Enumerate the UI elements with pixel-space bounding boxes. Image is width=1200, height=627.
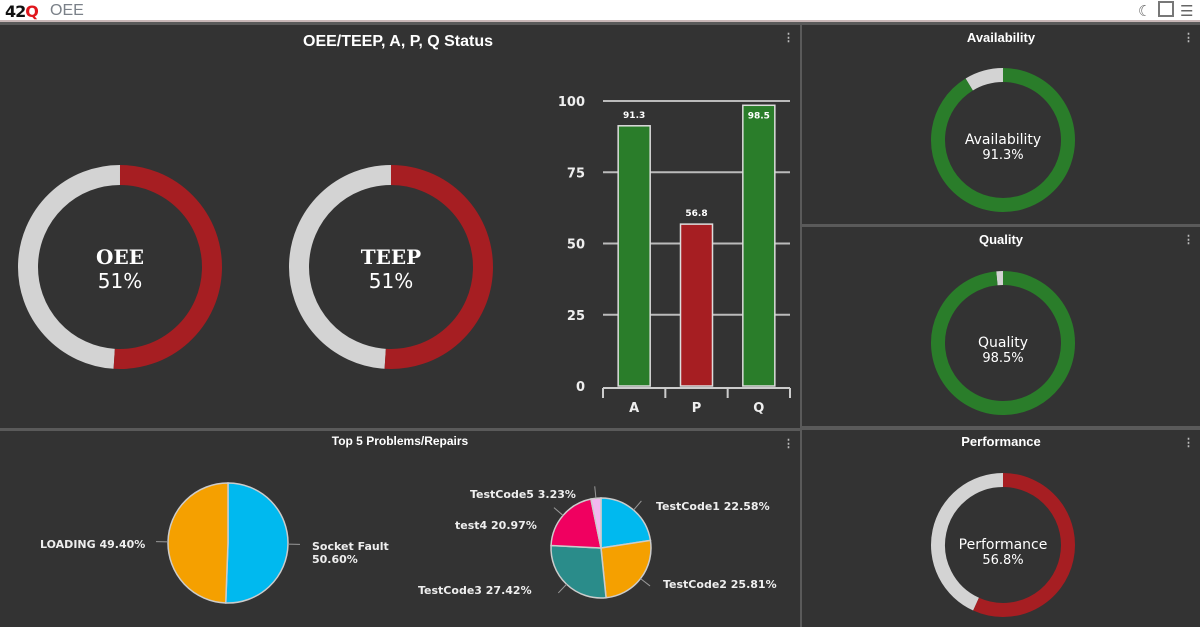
- teep-gauge-remainder-arc: [289, 165, 392, 369]
- panel-title: OEE/TEEP, A, P, Q Status: [303, 33, 493, 50]
- pie1-label-socket-fault: Socket Fault 50.60%: [312, 540, 389, 566]
- x-tick-label: Q: [753, 401, 764, 416]
- pie2-label-testcode3: TestCode3 27.42%: [418, 584, 532, 597]
- pie2-label-test4: test4 20.97%: [455, 519, 537, 532]
- bar-P: [679, 223, 714, 387]
- availability-gauge-value-arc: [931, 68, 1075, 212]
- quality-gauge-label: Quality 98.5%: [933, 335, 1073, 366]
- panel-title: Availability: [966, 30, 1036, 45]
- panel-menu-icon[interactable]: ⋮: [1183, 234, 1194, 246]
- performance-gauge-remainder-arc: [931, 473, 1004, 611]
- availability-gauge-label: Availability 91.3%: [933, 132, 1073, 163]
- panel-title: Quality: [978, 232, 1024, 247]
- pie2-slice-test4: [550, 498, 602, 549]
- availability-label: Availability: [964, 132, 1042, 148]
- quality-label: Quality: [977, 335, 1029, 351]
- oee-gauge-remainder-arc: [18, 165, 121, 369]
- pie1-label-loading: LOADING 49.40%: [40, 538, 146, 551]
- app-title: OEE: [50, 2, 84, 19]
- pie2-label-testcode1: TestCode1 22.58%: [656, 500, 770, 513]
- oee-label: OEE: [96, 245, 144, 269]
- pie2-label-testcode2: TestCode2 25.81%: [663, 578, 777, 591]
- panel-menu-icon[interactable]: ⋮: [1183, 32, 1194, 44]
- y-tick-label: 0: [576, 380, 585, 395]
- oee-gauge-label: OEE 51%: [50, 245, 190, 293]
- teep-gauge-value-arc: [384, 165, 493, 369]
- y-tick-label: 75: [567, 166, 585, 181]
- y-tick-label: 25: [567, 309, 585, 324]
- pie2-leader-line: [553, 507, 564, 516]
- pie2-slice-testcode3: [550, 544, 607, 599]
- oee-value: 51%: [97, 269, 143, 293]
- problems-panel: Top 5 Problems/Repairs ⋮: [0, 431, 800, 627]
- quality-value: 98.5%: [982, 351, 1024, 366]
- moon-icon[interactable]: ☾: [1138, 3, 1152, 20]
- pie2-leader-line: [557, 583, 567, 594]
- panel-menu-icon[interactable]: ⋮: [783, 32, 794, 44]
- teep-label: TEEP: [360, 245, 422, 269]
- pie2-leader-line: [640, 578, 651, 587]
- pie2-leader-line: [594, 486, 597, 499]
- data-label-Q: 98.5: [748, 111, 770, 121]
- performance-gauge-value-arc: [973, 473, 1075, 617]
- performance-label: Performance: [958, 537, 1048, 553]
- bar-A: [617, 125, 651, 387]
- panel-menu-icon[interactable]: ⋮: [1183, 437, 1194, 449]
- performance-gauge-label: Performance 56.8%: [933, 537, 1073, 568]
- performance-value: 56.8%: [982, 553, 1024, 568]
- pie1-slice-socket-fault: [224, 482, 289, 604]
- pie2-leader-line: [633, 500, 642, 511]
- availability-value: 91.3%: [982, 148, 1024, 163]
- x-tick-label: P: [692, 401, 702, 416]
- oee-gauge-value-arc: [113, 165, 222, 369]
- pie2-label-testcode5: TestCode5 3.23%: [470, 488, 576, 501]
- bar-Q: [742, 104, 776, 387]
- logo: 42Q: [5, 2, 39, 21]
- teep-gauge-label: TEEP 51%: [321, 245, 461, 293]
- teep-value: 51%: [368, 269, 414, 293]
- y-tick-label: 100: [558, 95, 585, 110]
- x-tick-label: A: [629, 401, 639, 416]
- fullscreen-icon[interactable]: [1158, 1, 1174, 17]
- menu-icon[interactable]: ☰: [1180, 3, 1194, 20]
- panel-menu-icon[interactable]: ⋮: [783, 438, 794, 450]
- pie2-slice-testcode5: [590, 497, 602, 549]
- pie2-slice-testcode2: [600, 539, 652, 599]
- performance-panel: Performance ⋮: [802, 430, 1200, 627]
- top-bar: 42Q OEE ☾ ☰: [0, 0, 1200, 22]
- panel-title: Performance: [961, 434, 1041, 449]
- availability-gauge-remainder-arc: [965, 68, 1004, 91]
- pie2-slice-testcode1: [600, 497, 652, 549]
- y-tick-label: 50: [567, 238, 585, 253]
- data-label-P: 56.8: [685, 209, 707, 219]
- availability-panel: Availability ⋮: [802, 25, 1200, 224]
- data-label-A: 91.3: [623, 111, 645, 121]
- panel-title: Top 5 Problems/Repairs: [331, 434, 469, 448]
- pie1-slice-loading: [167, 482, 229, 604]
- quality-gauge-value-arc: [931, 271, 1075, 415]
- quality-panel: Quality ⋮: [802, 227, 1200, 426]
